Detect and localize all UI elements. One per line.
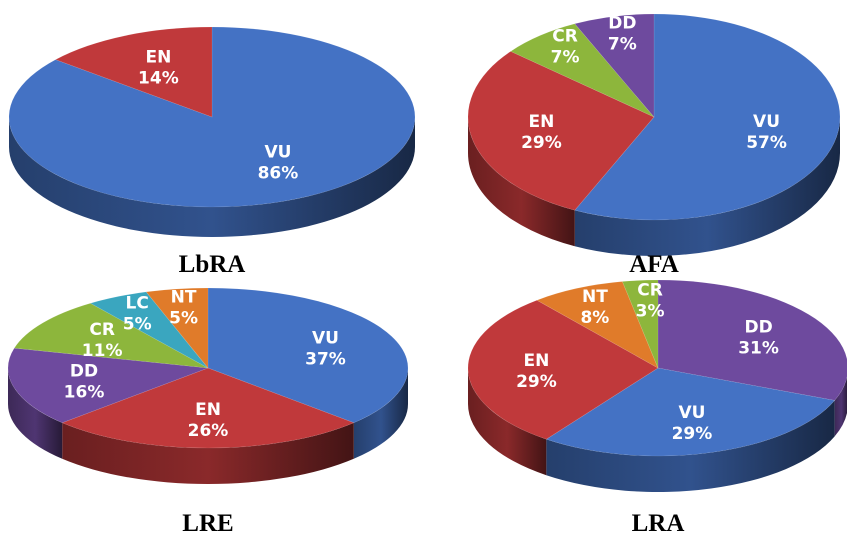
pie-slice-en <box>54 26 213 118</box>
slice-value-en: 29% <box>516 372 557 392</box>
slice-value-nt: 8% <box>580 308 609 328</box>
slice-value-cr: 11% <box>82 341 123 361</box>
slice-label-vu: VU <box>753 112 780 132</box>
slice-label-vu: VU <box>264 142 291 162</box>
slice-value-nt: 5% <box>169 308 198 328</box>
slice-label-vu: VU <box>312 329 339 349</box>
slice-label-dd: DD <box>608 14 636 34</box>
slice-label-dd: DD <box>744 317 772 337</box>
pie-side-vu <box>574 117 840 256</box>
chart-title: LRA <box>632 510 685 537</box>
pie-side-vu <box>546 400 835 493</box>
pie-slice-dd <box>574 13 655 118</box>
pie-side-dd <box>834 376 847 437</box>
pie-side-en <box>468 368 547 476</box>
pie-slice-dd <box>657 279 847 401</box>
slice-value-dd: 16% <box>64 383 105 403</box>
slice-label-vu: VU <box>678 403 705 423</box>
slice-value-vu: 29% <box>672 424 713 444</box>
slice-label-cr: CR <box>89 320 115 340</box>
slice-label-en: EN <box>529 112 555 132</box>
slice-value-cr: 3% <box>636 302 665 322</box>
pie-slice-vu <box>8 26 416 208</box>
slice-label-en: EN <box>195 400 221 420</box>
pie-slice-cr <box>510 23 655 118</box>
slice-value-vu: 86% <box>258 163 299 183</box>
slice-value-vu: 37% <box>305 350 346 370</box>
pie-slice-lc <box>89 291 209 369</box>
pie-side-vu <box>9 117 415 237</box>
slice-value-cr: 7% <box>551 48 580 68</box>
slice-label-nt: NT <box>582 287 608 307</box>
pie-slice-en <box>467 299 659 440</box>
pie-slice-en <box>61 367 355 449</box>
chart-title: AFA <box>629 251 679 278</box>
pie-side-en <box>468 117 575 247</box>
slice-label-en: EN <box>145 48 171 68</box>
chart-title: LbRA <box>179 251 246 278</box>
pie-side-vu <box>353 368 408 459</box>
slice-label-cr: CR <box>552 27 578 47</box>
slice-value-dd: 31% <box>738 338 779 358</box>
pie-slice-nt <box>536 281 659 369</box>
pie-side-en <box>62 422 354 484</box>
slice-label-cr: CR <box>637 281 663 301</box>
pie-slice-vu <box>207 287 409 424</box>
slice-label-dd: DD <box>70 362 98 382</box>
slice-value-en: 29% <box>521 133 562 153</box>
pie-slice-cr <box>13 302 209 369</box>
slice-value-dd: 7% <box>608 35 637 55</box>
pie-slice-en <box>467 51 655 211</box>
slice-value-vu: 57% <box>746 133 787 153</box>
pie-slice-nt <box>145 287 209 369</box>
slice-label-lc: LC <box>126 293 149 313</box>
slice-value-en: 26% <box>188 421 229 441</box>
slice-value-lc: 5% <box>123 314 152 334</box>
pie-slice-cr <box>621 279 659 369</box>
slice-value-en: 14% <box>138 69 179 89</box>
pie-slice-vu <box>545 367 836 457</box>
pie-side-dd <box>7 368 63 459</box>
pie-slice-vu <box>574 13 841 221</box>
pie-slice-dd <box>7 347 209 424</box>
chart-title: LRE <box>182 510 233 537</box>
slice-label-en: EN <box>524 351 550 371</box>
slice-label-nt: NT <box>171 287 197 307</box>
